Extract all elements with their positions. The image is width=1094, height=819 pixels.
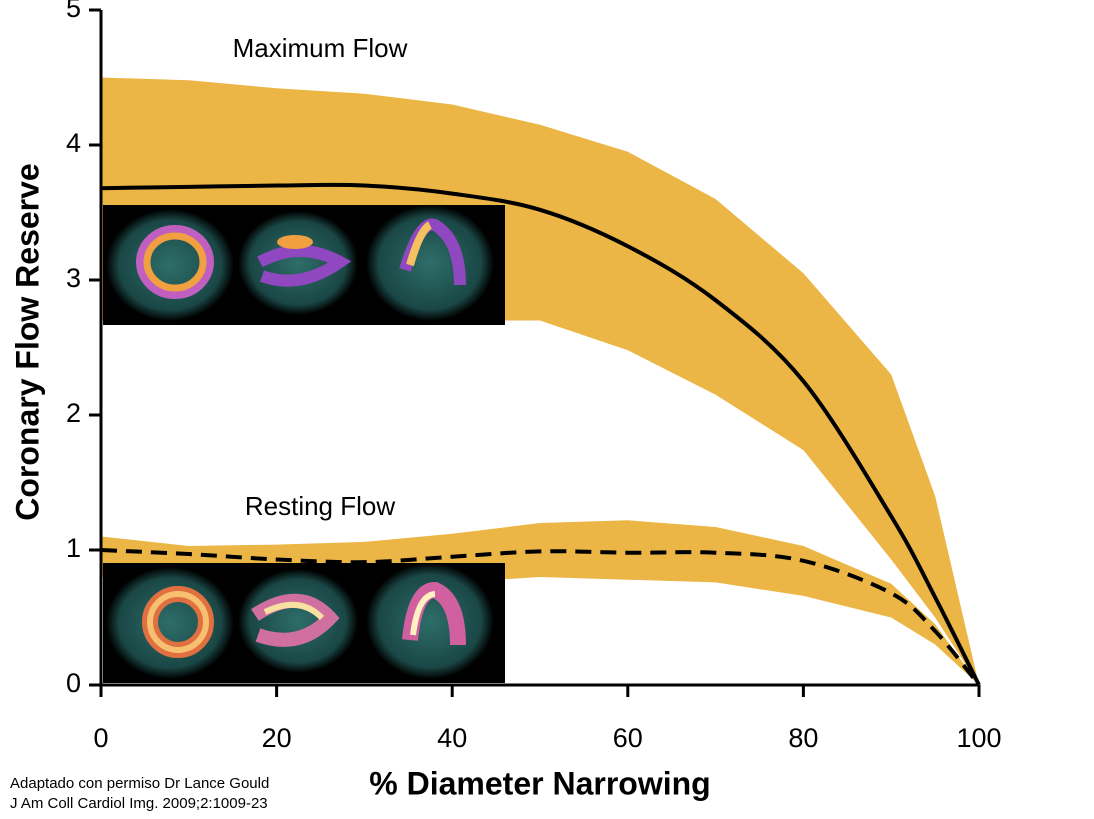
y-tick-label: 0 bbox=[66, 668, 81, 698]
perfusion-images bbox=[103, 205, 505, 683]
series-label: Maximum Flow bbox=[233, 33, 408, 63]
flow-line bbox=[100, 548, 981, 687]
x-tick-label: 40 bbox=[437, 723, 467, 753]
flow-band bbox=[101, 520, 979, 685]
y-tick-label: 2 bbox=[66, 398, 81, 428]
y-tick-label: 5 bbox=[66, 0, 81, 23]
series-label: Resting Flow bbox=[245, 491, 395, 521]
x-tick-label: 100 bbox=[956, 723, 1001, 753]
y-tick-label: 1 bbox=[66, 533, 81, 563]
x-tick-label: 80 bbox=[788, 723, 818, 753]
y-axis-title: Coronary Flow Reserve bbox=[9, 163, 45, 520]
y-tick-label: 3 bbox=[66, 263, 81, 293]
y-tick-label: 4 bbox=[66, 128, 81, 158]
x-tick-label: 20 bbox=[262, 723, 292, 753]
source-line: J Am Coll Cardiol Img. 2009;2:1009-23 bbox=[10, 795, 268, 812]
x-axis-title: % Diameter Narrowing bbox=[369, 765, 710, 801]
x-tick-label: 0 bbox=[93, 723, 108, 753]
flow-line bbox=[100, 182, 981, 686]
x-tick-label: 60 bbox=[613, 723, 643, 753]
source-line: Adaptado con permiso Dr Lance Gould bbox=[10, 775, 269, 792]
